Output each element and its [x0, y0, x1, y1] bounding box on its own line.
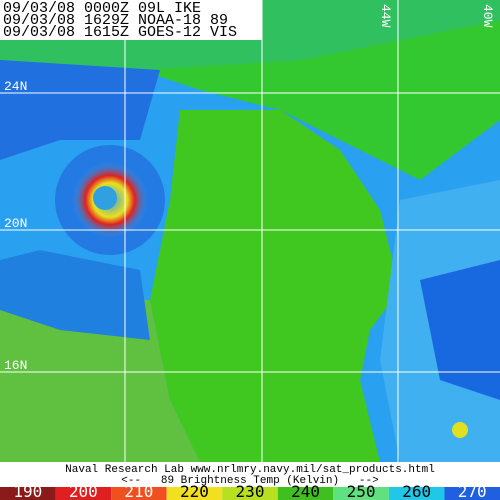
lon-label: 44W [378, 4, 393, 28]
colorbar: 190 200 210 220 230 240 250 260 270 [0, 482, 500, 500]
colorbar-label: 260 [402, 482, 431, 500]
colorbar-swatch [277, 487, 334, 500]
colorbar-swatch [388, 487, 445, 500]
colorbar-label: 270 [458, 482, 487, 500]
lon-label: 40W [480, 4, 495, 28]
lat-label: 16N [4, 358, 27, 373]
header-line: 09/03/08 0000Z 09L IKE [3, 0, 201, 17]
header-box [0, 0, 262, 40]
colorbar-label: 210 [124, 482, 153, 500]
colorbar-swatch [333, 487, 389, 500]
colorbar-swatch [166, 487, 223, 500]
colorbar-label: 250 [347, 482, 376, 500]
credit: Naval Research Lab www.nrlmry.navy.mil/s… [65, 464, 435, 476]
colorbar-label: 190 [13, 482, 42, 500]
colorbar-label: 220 [180, 482, 209, 500]
header-line: 09/03/08 1615Z GOES-12 VIS [3, 24, 237, 41]
colorbar-swatch [222, 487, 278, 500]
header-line: 09/03/08 1629Z NOAA-18 89 [3, 12, 228, 29]
colorbar-swatch [0, 487, 56, 500]
colorbar-swatch [444, 487, 500, 500]
grid [0, 0, 500, 462]
colorbar-swatch [55, 487, 112, 500]
colorbar-label: 230 [236, 482, 265, 500]
lat-label: 20N [4, 216, 27, 231]
colorbar-label: 200 [69, 482, 98, 500]
scale-title: <-- 89 Brightness Temp (Kelvin) --> [121, 475, 378, 487]
lat-label: 24N [4, 79, 27, 94]
colorbar-swatch [111, 487, 167, 500]
colorbar-label: 240 [291, 482, 320, 500]
imagery [0, 0, 500, 462]
